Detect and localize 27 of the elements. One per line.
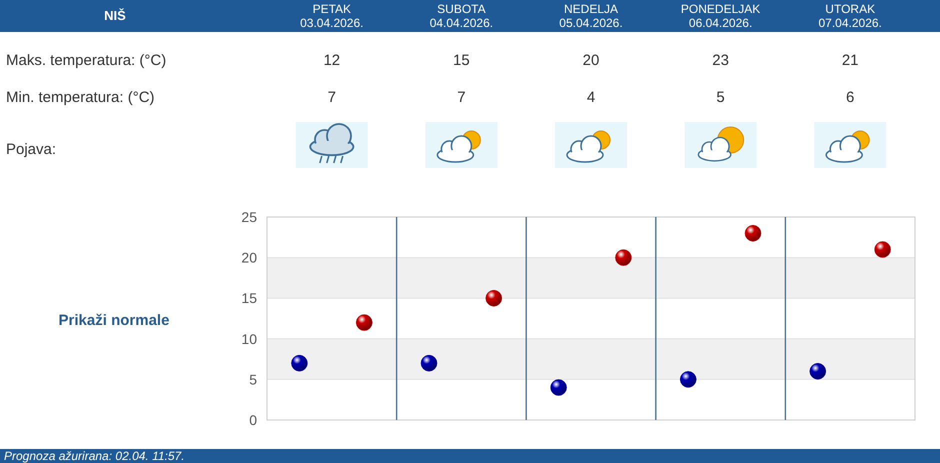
data-label: 12	[323, 52, 340, 69]
data-label: 6	[846, 89, 854, 106]
y-tick-label: 0	[249, 412, 258, 428]
text: Maks. temperatura: (°C)	[6, 52, 166, 69]
data-label: 7	[328, 89, 336, 106]
data-label: 5	[716, 89, 725, 106]
text: NEDELJA 05.04.2026.	[559, 2, 623, 30]
text: Pojava:	[6, 141, 56, 158]
text: Min. temperatura: (°C)	[6, 89, 155, 106]
y-tick-label: 25	[241, 209, 258, 225]
y-tick-label: 15	[241, 290, 258, 306]
text: Prognoza ažurirana: 02.04. 11:57.	[4, 449, 185, 463]
data-label: 7	[457, 89, 466, 106]
y-tick-label: 5	[249, 371, 258, 388]
y-tick-label: 10	[241, 330, 258, 347]
text: UTORAK 07.04.2026.	[818, 2, 882, 30]
data-label: 21	[842, 52, 859, 69]
y-tick-label: 20	[241, 250, 258, 266]
data-label: 4	[586, 89, 596, 106]
text: NIŠ	[104, 8, 126, 23]
text: SUBOTA 04.04.2026.	[430, 2, 494, 30]
text: Prikaži normale	[58, 312, 170, 329]
data-label: 15	[453, 52, 470, 69]
text: PETAK 03.04.2026.	[300, 2, 364, 30]
data-label: 20	[582, 52, 600, 69]
text: PONEDELJAK 06.04.2026.	[680, 2, 760, 30]
data-label: 23	[712, 52, 729, 69]
